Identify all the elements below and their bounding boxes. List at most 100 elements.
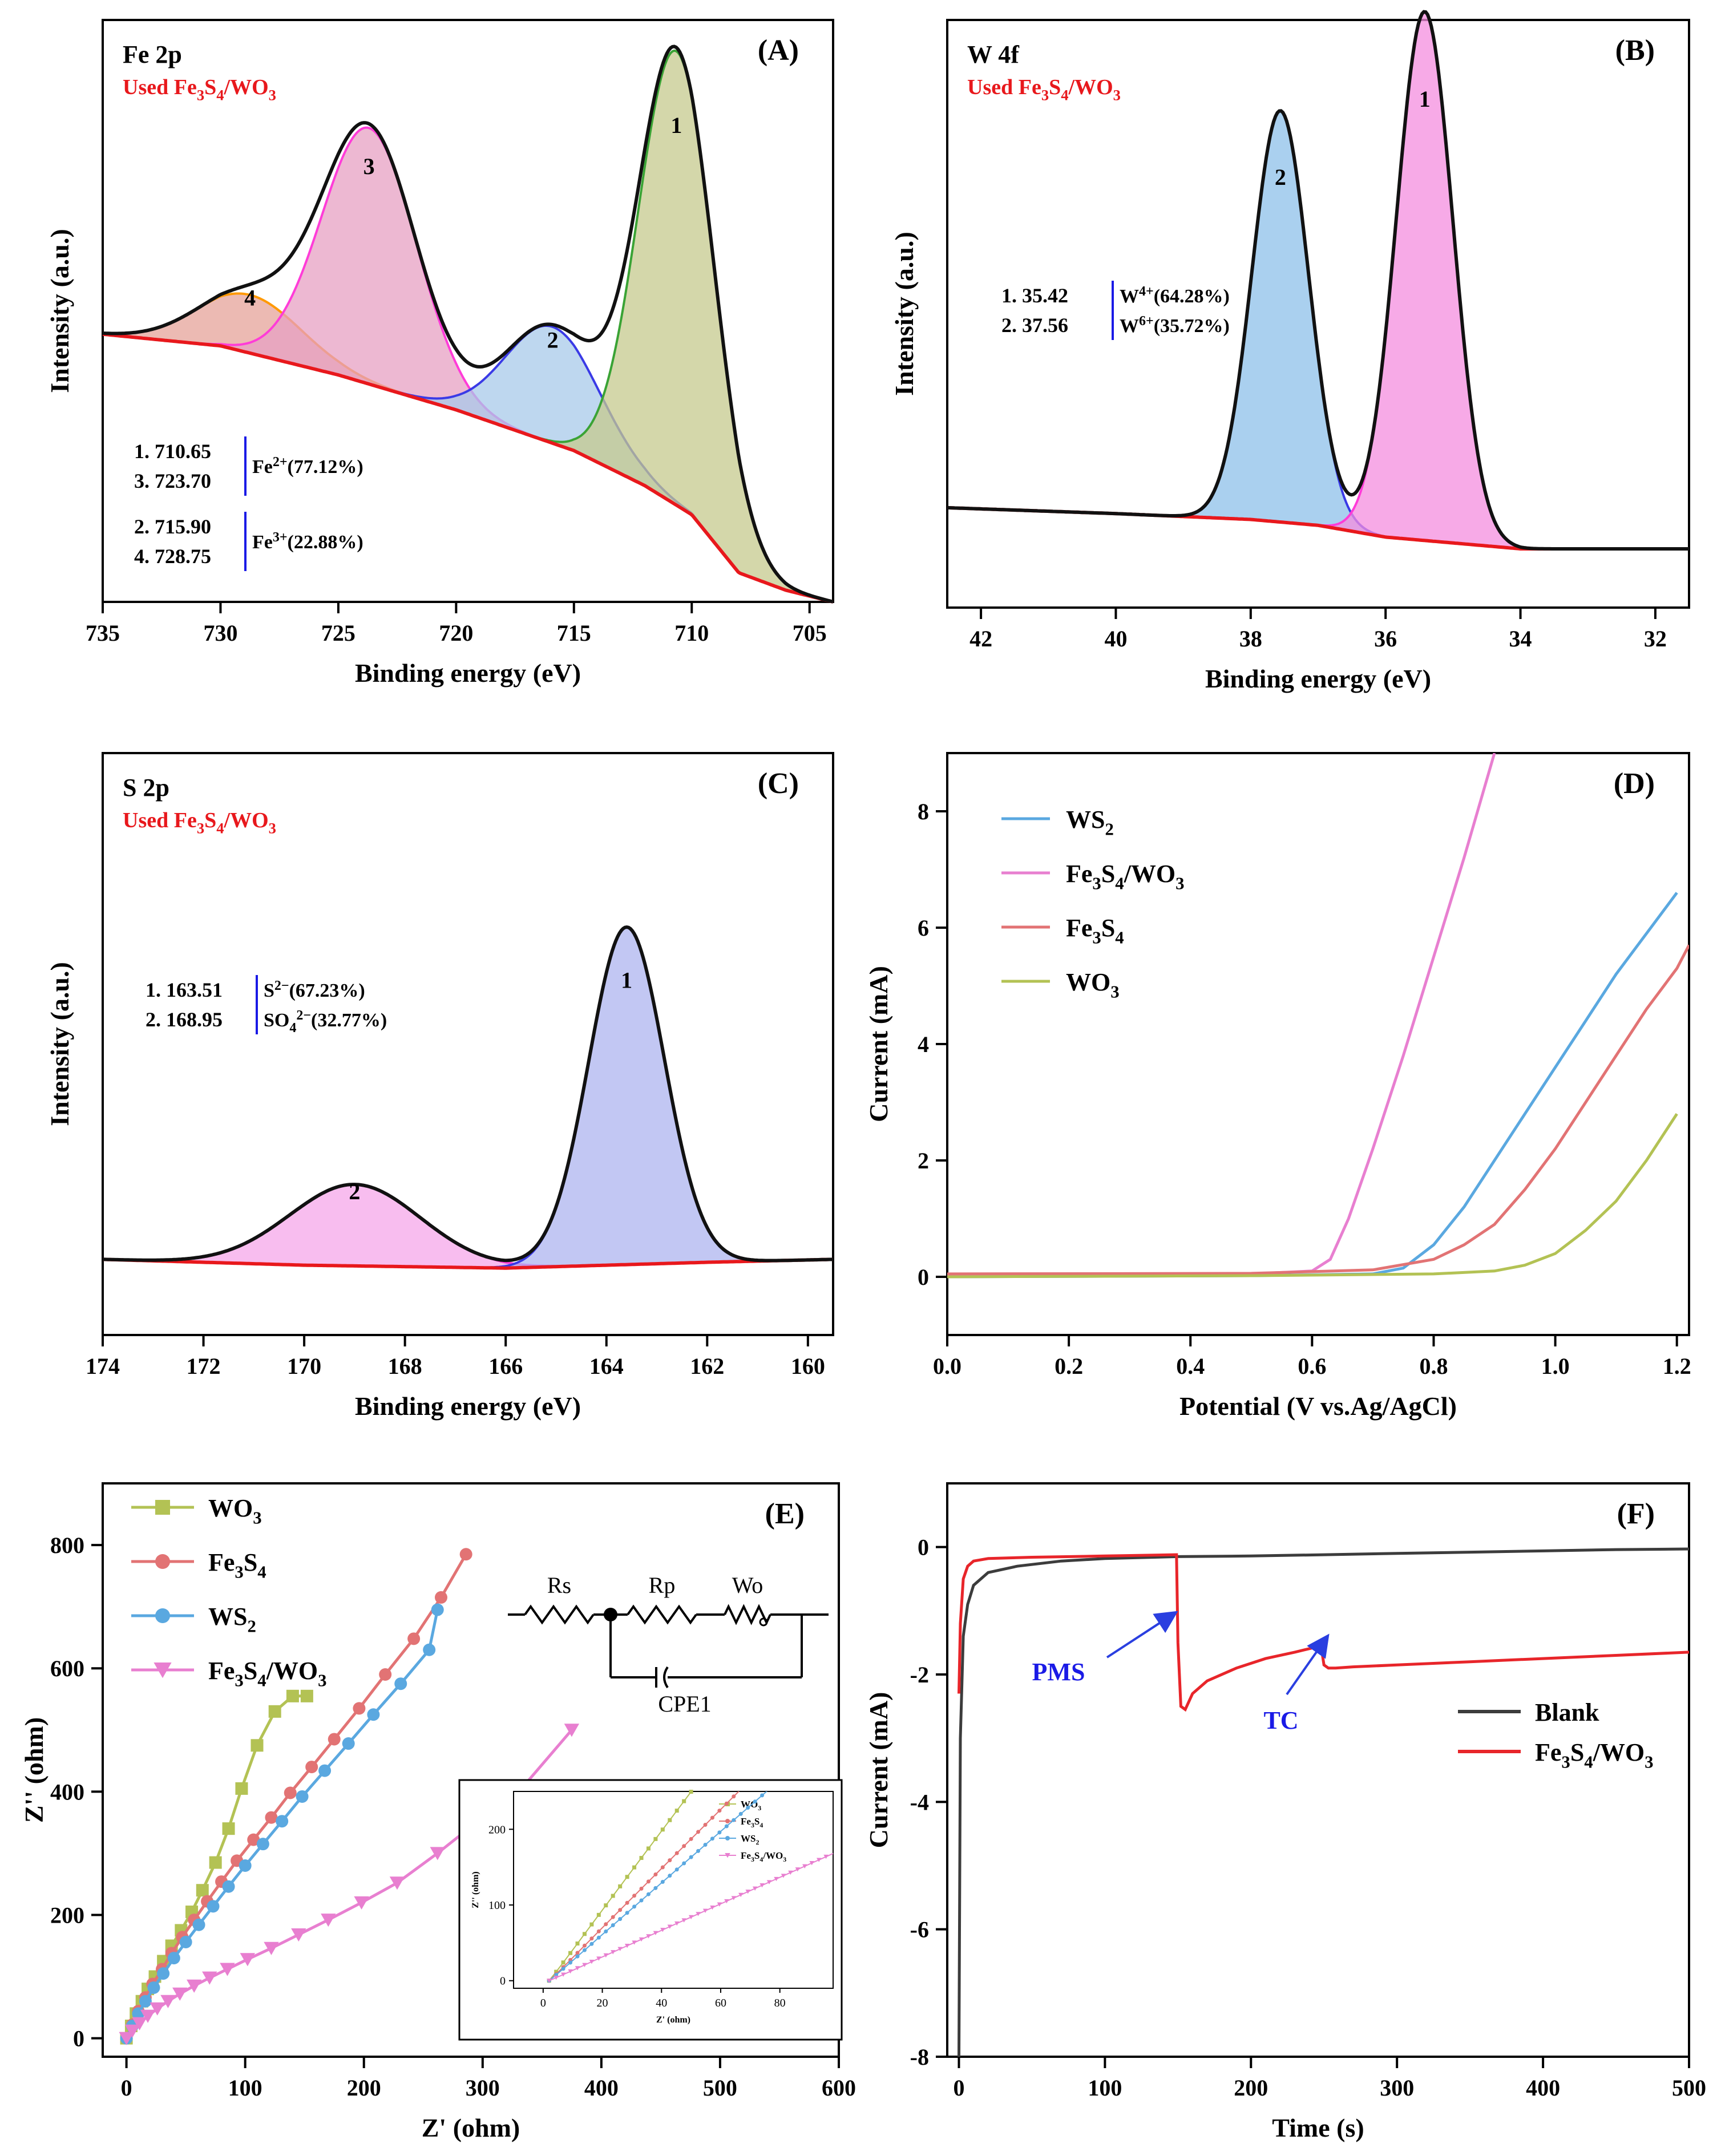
panel-F: 0 100 200 300 400 500 0 -2 -4 -6 -8 Time (s) Current… <box>864 1482 1706 2142</box>
data-point <box>160 1995 176 2008</box>
data-point <box>682 1799 686 1803</box>
data-point <box>296 1790 309 1803</box>
data-point <box>639 1886 644 1891</box>
data-point <box>155 1608 170 1623</box>
data-point <box>209 1856 222 1869</box>
legend-label: Fe3S4 <box>1066 914 1124 947</box>
text-part: 3 <box>318 1670 326 1690</box>
text-part: (64.28%) <box>1154 286 1230 307</box>
data-point <box>568 1951 573 1955</box>
data-point <box>575 1941 580 1946</box>
data-point <box>119 2032 134 2045</box>
text-part: SO <box>264 1010 289 1031</box>
data-point <box>291 1928 306 1942</box>
data-point <box>554 1969 559 1974</box>
x-tick-label: 500 <box>1672 2075 1706 2101</box>
data-point <box>603 1953 608 1958</box>
x-tick-label: 400 <box>584 2075 619 2101</box>
data-point <box>724 1801 729 1806</box>
y-axis-label: Z'' (ohm) <box>19 1717 49 1823</box>
data-point <box>554 1975 559 1980</box>
data-point <box>276 1815 289 1828</box>
data-point <box>632 1940 637 1945</box>
envelope-line <box>102 45 834 604</box>
data-point <box>725 1819 730 1823</box>
inset-legend-label: WS2 <box>741 1833 759 1846</box>
y-axis-label: Intensity (a.u.) <box>45 962 74 1126</box>
text-part: 4 <box>289 1021 296 1035</box>
annotation-value: 1. 163.51 <box>146 978 223 1001</box>
data-point <box>618 1884 623 1888</box>
text-part: S <box>754 1816 759 1827</box>
text-part: 4 <box>1061 87 1068 104</box>
inset-x-tick-label: 20 <box>597 1997 608 2009</box>
legend-label: Fe3S4/WO3 <box>1535 1738 1654 1771</box>
plot-frame <box>946 1482 1690 2058</box>
data-point <box>342 1737 355 1750</box>
data-point <box>682 1861 686 1866</box>
data-point <box>674 1867 679 1872</box>
text-part: 3 <box>1561 1752 1570 1771</box>
inset-x-axis-label: Z' (ohm) <box>656 2015 690 2025</box>
data-point <box>639 1937 644 1942</box>
x-tick-label: 0.2 <box>1055 1353 1083 1379</box>
text-part: 3 <box>269 820 276 837</box>
series-line-Fe3S4 <box>947 944 1689 1276</box>
text-part: S <box>264 980 274 1001</box>
text-part: 6+ <box>1139 314 1154 329</box>
inset-x-tick-label: 60 <box>715 1997 726 2009</box>
text-part: WS <box>1066 806 1105 834</box>
data-point <box>139 1995 152 2008</box>
text-part: W <box>1120 286 1139 307</box>
x-tick-label: 200 <box>1234 2075 1268 2101</box>
data-point <box>710 1837 714 1841</box>
data-point <box>660 1928 665 1932</box>
y-tick-label: 6 <box>918 915 929 941</box>
text-part: 4+ <box>1139 284 1154 299</box>
text-part: 3 <box>1092 873 1101 893</box>
text-part: Fe <box>252 532 273 553</box>
data-point <box>696 1830 701 1834</box>
data-point <box>568 1960 573 1965</box>
y-tick-label: 400 <box>50 1779 84 1805</box>
x-tick-label: 170 <box>287 1353 321 1379</box>
tc-arrow <box>1286 1633 1330 1696</box>
panel-A: 735 730 725 720 715 710 705 Binding energy (eV)… <box>45 19 834 687</box>
text-part: 3 <box>269 87 276 104</box>
data-point <box>646 1846 651 1851</box>
data-point <box>140 2009 156 2023</box>
data-point <box>389 1876 405 1890</box>
data-point <box>575 1951 580 1955</box>
x-axis-label: Time (s) <box>1272 2113 1364 2142</box>
text-part: S <box>1101 914 1115 942</box>
data-point <box>328 1733 341 1746</box>
text-part: /WO <box>224 75 269 99</box>
x-tick-label: 0 <box>121 2075 132 2101</box>
x-tick-label: 174 <box>86 1353 120 1379</box>
panel-label: (A) <box>758 34 799 67</box>
y-tick-label: 800 <box>50 1532 84 1558</box>
inset-y-axis-label: Z'' (ohm) <box>471 1871 480 1908</box>
text-part: 3 <box>758 1804 761 1812</box>
y-axis-label: Intensity (a.u.) <box>890 232 919 396</box>
data-point <box>788 1870 793 1875</box>
data-point <box>689 1855 693 1859</box>
text-part: /WO <box>762 1850 783 1861</box>
peak-label: 1 <box>621 967 632 993</box>
data-point <box>264 1941 279 1955</box>
data-point <box>564 1724 580 1737</box>
data-point <box>653 1872 658 1876</box>
data-point <box>759 1883 765 1888</box>
peak-label: 2 <box>349 1179 360 1204</box>
data-point <box>604 1922 608 1927</box>
text-part: 3 <box>1645 1752 1653 1771</box>
x-tick-label: 1.0 <box>1541 1353 1570 1379</box>
data-point <box>575 1966 580 1971</box>
text-part: 2 <box>756 1838 759 1846</box>
data-point <box>434 1591 447 1604</box>
data-point <box>674 1921 680 1926</box>
data-point <box>618 1917 623 1922</box>
data-point <box>738 1892 744 1898</box>
resistor-rs <box>524 1604 595 1625</box>
